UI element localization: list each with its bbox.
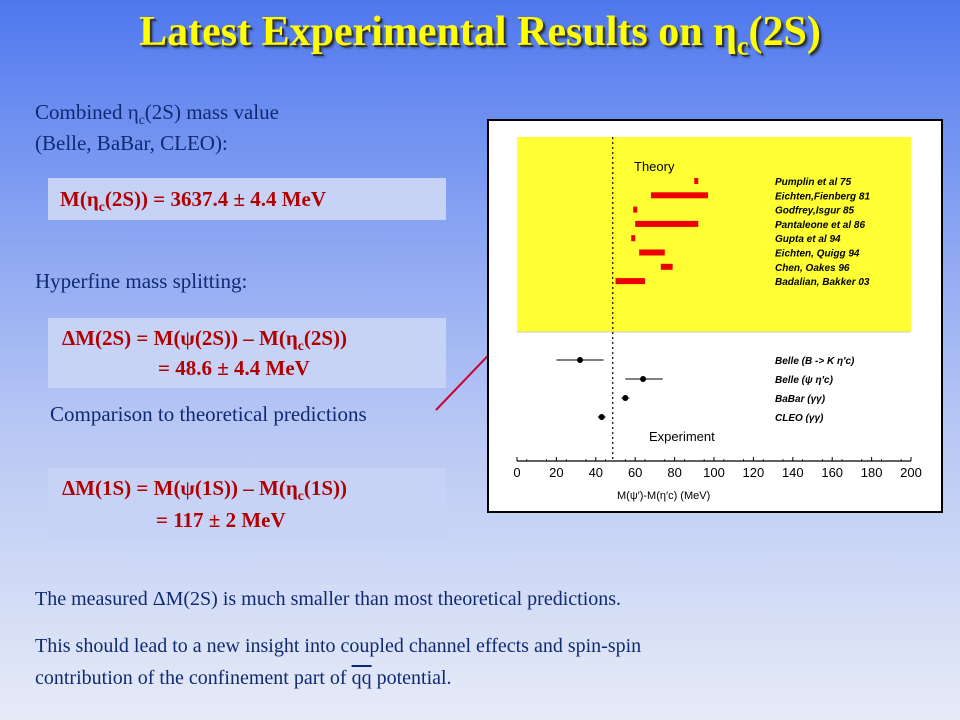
theory-name: Pantaleone et al 86 [775, 220, 865, 231]
x-tick-label: 200 [900, 465, 922, 480]
split2s-sub: c [297, 338, 304, 354]
combined-post: (2S) mass value [144, 100, 279, 124]
split1s-sub: c [297, 488, 304, 504]
x-tick-label: 20 [549, 465, 563, 480]
splitting-2s-value: = 48.6 ± 4.4 MeV [158, 356, 310, 380]
splitting-1s-line1: ΔM(1S) = M(ψ(1S)) – M(ηc(1S)) [62, 476, 347, 504]
qq-symbol: qq [351, 667, 372, 689]
experiment-point [577, 357, 584, 363]
x-tick-label: 140 [782, 465, 804, 480]
theory-name: Pumplin et al 75 [775, 177, 852, 188]
experiment-name: CLEO (γγ) [775, 413, 824, 424]
theory-range [660, 263, 673, 270]
combined-eta: η [127, 100, 139, 124]
splitting-2s-line1: ΔM(2S) = M(ψ(2S)) – M(ηc(2S)) [62, 326, 347, 354]
conclusion-2: This should lead to a new insight into c… [35, 635, 642, 657]
x-tick-label: 80 [667, 465, 681, 480]
experiment-name: Belle (ψ η′c) [775, 375, 834, 386]
title-eta: η [713, 9, 737, 55]
theory-mark [633, 206, 638, 213]
chart-frame: Theory Experiment M(ψ′)-M(η′c) (MeV) 0 20… [487, 119, 943, 513]
experiment-point [598, 414, 605, 420]
combined-pre: Combined [35, 100, 128, 124]
theory-range [615, 278, 646, 285]
theory-band [517, 137, 911, 332]
theory-mark [694, 178, 699, 184]
experiment-label: Experiment [649, 429, 715, 444]
theory-range [639, 249, 665, 256]
title-tail: (2S) [748, 9, 821, 55]
comparison-label: Comparison to theoretical predictions [50, 402, 367, 426]
conclusion-1: The measured ΔM(2S) is much smaller than… [35, 588, 622, 610]
mass-pre: M( [60, 187, 87, 211]
theory-range [635, 220, 699, 227]
theory-name: Badalian, Bakker 03 [775, 277, 870, 288]
title-text: Latest Experimental Results on [139, 9, 714, 55]
splitting-1s-box: ΔM(1S) = M(ψ(1S)) – M(ηc(1S)) = 117 ± 2 … [48, 468, 446, 540]
theory-range [650, 192, 709, 199]
experiment-point [640, 376, 647, 382]
conclusion-3-post: potential. [371, 667, 452, 689]
x-tick-label: 180 [861, 465, 883, 480]
hyperfine-label: Hyperfine mass splitting: [35, 269, 248, 293]
theory-name: Chen, Oakes 96 [775, 263, 850, 274]
split2s-post: (2S)) [303, 326, 348, 350]
x-tick-label: 40 [589, 465, 603, 480]
x-tick-label: 120 [743, 465, 765, 480]
mass-eta: η [86, 187, 99, 211]
mass-sub: c [98, 199, 105, 215]
splitting-1s-value: = 117 ± 2 MeV [156, 508, 286, 532]
experiment-point [622, 395, 629, 401]
theory-name: Gupta et al 94 [775, 234, 841, 245]
theory-name: Eichten,Fienberg 81 [775, 191, 870, 202]
theory-mark [631, 235, 636, 242]
x-axis-label: M(ψ′)-M(η′c) (MeV) [617, 490, 710, 502]
x-tick-label: 0 [513, 465, 520, 480]
comparison-chart: Theory Experiment M(ψ′)-M(η′c) (MeV) 0 20… [513, 137, 922, 502]
experiment-name: BaBar (γγ) [775, 394, 826, 405]
theory-name: Godfrey,Isgur 85 [775, 206, 855, 217]
mass-post: (2S)) = 3637.4 ± 4.4 MeV [104, 187, 327, 211]
conclusion-3: contribution of the confinement part of … [35, 667, 452, 690]
mass-value: M(ηc(2S)) = 3637.4 ± 4.4 MeV [60, 187, 326, 215]
splitting-2s-box: ΔM(2S) = M(ψ(2S)) – M(ηc(2S)) = 48.6 ± 4… [48, 318, 446, 388]
x-tick-label: 100 [703, 465, 725, 480]
combined-sub: c [138, 112, 145, 128]
split1s-pre: ΔM(1S) = M(ψ(1S)) – M(η [62, 476, 298, 500]
conclusion-3-pre: contribution of the confinement part of [35, 667, 352, 689]
experiment-name: Belle (B -> K η′c) [775, 356, 855, 367]
combined-experiments: (Belle, BaBar, CLEO): [35, 131, 228, 155]
theory-label: Theory [634, 159, 675, 174]
x-tick-label: 60 [628, 465, 642, 480]
x-tick-label: 160 [821, 465, 843, 480]
split1s-post: (1S)) [303, 476, 348, 500]
combined-mass-label: Combined ηc(2S) mass value [35, 100, 279, 128]
slide-title: Latest Experimental Results on ηc(2S) [0, 8, 960, 61]
title-sub: c [736, 31, 749, 61]
split2s-pre: ΔM(2S) = M(ψ(2S)) – M(η [62, 326, 298, 350]
mass-value-box: M(ηc(2S)) = 3637.4 ± 4.4 MeV [48, 178, 446, 220]
theory-name: Eichten, Quigg 94 [775, 249, 860, 260]
